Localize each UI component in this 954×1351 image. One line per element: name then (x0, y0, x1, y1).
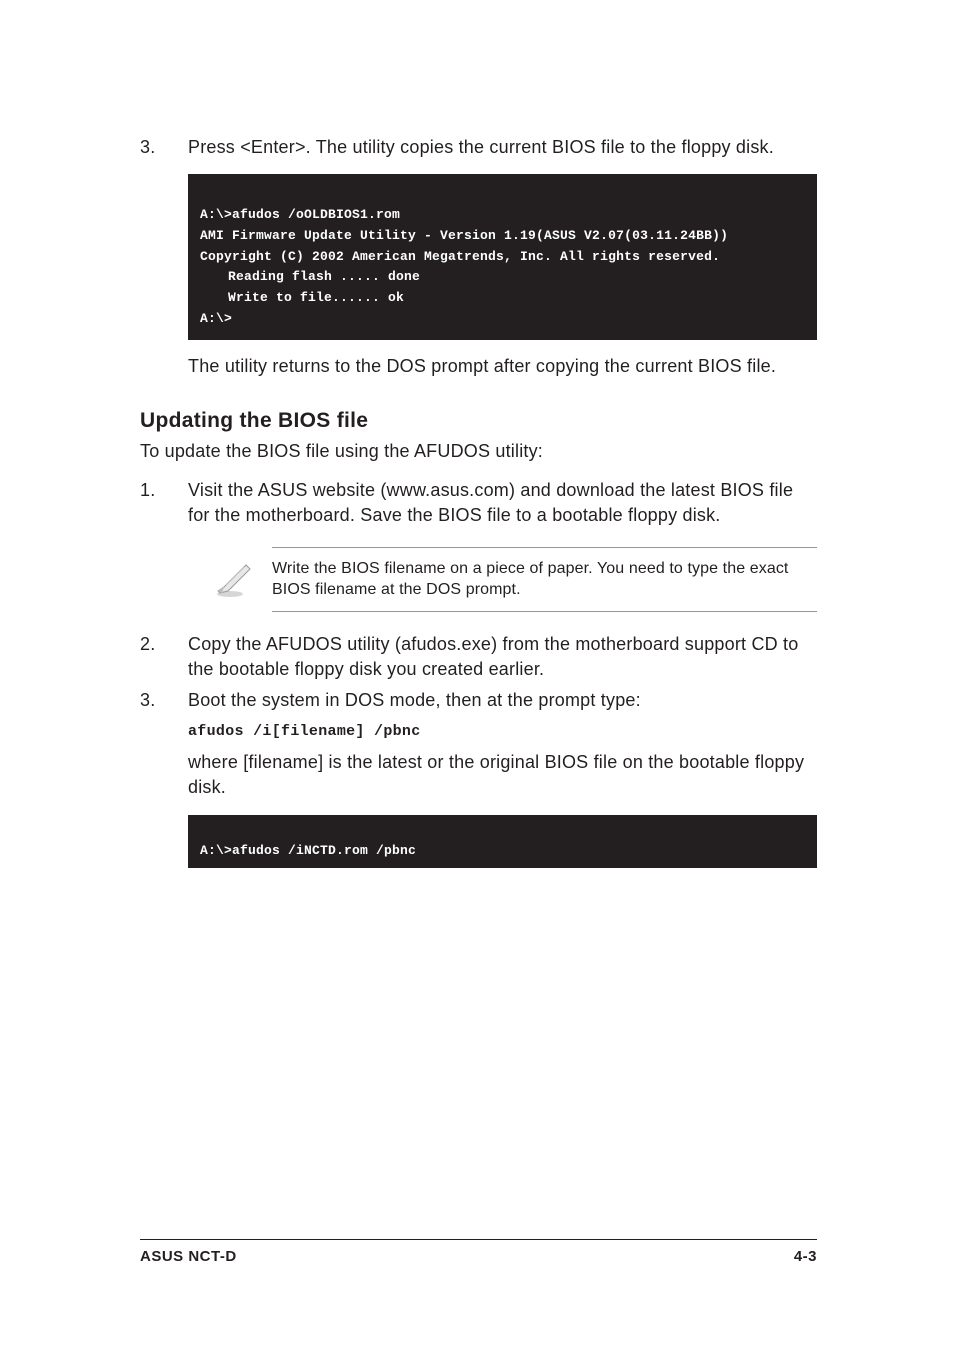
step-number: 1. (140, 478, 188, 528)
update-step-3: 3. Boot the system in DOS mode, then at … (140, 688, 817, 713)
step-after-text: where [filename] is the latest or the or… (188, 750, 817, 800)
page-footer: ASUS NCT-D 4-3 (140, 1239, 817, 1265)
terminal-line: A:\>afudos /iNCTD.rom /pbnc (200, 843, 416, 858)
note-block: Write the BIOS filename on a piece of pa… (212, 547, 817, 612)
step-text: Boot the system in DOS mode, then at the… (188, 688, 817, 713)
step-text: Press <Enter>. The utility copies the cu… (188, 135, 817, 160)
step-number: 3. (140, 688, 188, 713)
note-rule-container: Write the BIOS filename on a piece of pa… (272, 547, 817, 612)
terminal-line: Copyright (C) 2002 American Megatrends, … (200, 249, 720, 264)
note-text: Write the BIOS filename on a piece of pa… (272, 558, 817, 601)
update-step-1: 1. Visit the ASUS website (www.asus.com)… (140, 478, 817, 528)
update-step-2: 2. Copy the AFUDOS utility (afudos.exe) … (140, 632, 817, 682)
post-terminal-text: The utility returns to the DOS prompt af… (188, 354, 817, 379)
section-intro: To update the BIOS file using the AFUDOS… (140, 439, 817, 464)
footer-right: 4-3 (794, 1248, 817, 1265)
step-3: 3. Press <Enter>. The utility copies the… (140, 135, 817, 160)
section-heading: Updating the BIOS file (140, 409, 817, 433)
step-number: 2. (140, 632, 188, 682)
footer-left: ASUS NCT-D (140, 1248, 237, 1265)
pencil-note-icon (212, 559, 252, 599)
step-number: 3. (140, 135, 188, 160)
terminal-line: Reading flash ..... done (200, 267, 805, 288)
terminal-output-1: A:\>afudos /oOLDBIOS1.rom AMI Firmware U… (188, 174, 817, 340)
terminal-line: A:\> (200, 311, 232, 326)
terminal-output-2: A:\>afudos /iNCTD.rom /pbnc (188, 815, 817, 869)
terminal-line: A:\>afudos /oOLDBIOS1.rom (200, 207, 400, 222)
step-text: Copy the AFUDOS utility (afudos.exe) fro… (188, 632, 817, 682)
command-inline: afudos /i[filename] /pbnc (188, 723, 817, 740)
terminal-line: AMI Firmware Update Utility - Version 1.… (200, 228, 728, 243)
step-text: Visit the ASUS website (www.asus.com) an… (188, 478, 817, 528)
terminal-line: Write to file...... ok (200, 288, 805, 309)
